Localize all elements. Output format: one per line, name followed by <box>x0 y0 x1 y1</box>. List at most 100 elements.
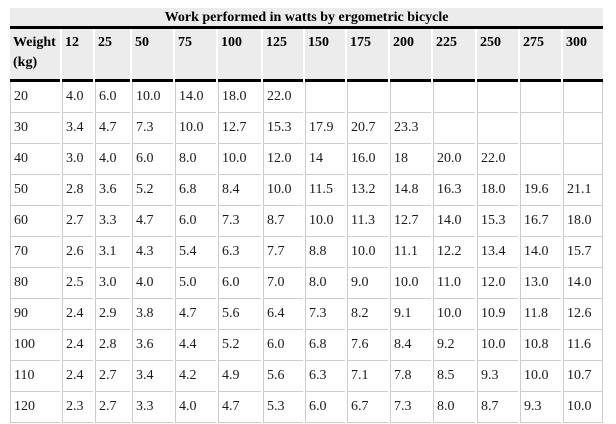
watts-value-cell: 16.7 <box>520 206 561 237</box>
watts-value-cell: 3.1 <box>95 237 130 268</box>
watts-value-cell: 14.0 <box>433 206 475 237</box>
watts-value-cell: 12.7 <box>218 113 261 144</box>
watts-value-cell: 13.2 <box>347 175 388 206</box>
weight-cell: 80 <box>10 268 60 299</box>
watts-value-cell: 5.0 <box>175 268 216 299</box>
watts-value-cell: 4.0 <box>62 82 93 113</box>
watts-value-cell: 7.3 <box>305 299 345 330</box>
watts-value-cell: 5.4 <box>175 237 216 268</box>
watts-value-cell: 18 <box>390 144 431 175</box>
watts-value-cell: 8.7 <box>263 206 303 237</box>
column-header-200-watts: 200 <box>390 29 431 82</box>
watts-value-cell: 6.0 <box>218 268 261 299</box>
watts-value-cell: 13.0 <box>520 268 561 299</box>
watts-value-cell: 10.0 <box>175 113 216 144</box>
column-header-50-watts: 50 <box>132 29 173 82</box>
watts-value-cell <box>433 82 475 113</box>
watts-value-cell: 4.0 <box>132 268 173 299</box>
watts-value-cell: 3.4 <box>62 113 93 144</box>
weight-cell: 60 <box>10 206 60 237</box>
weight-cell: 20 <box>10 82 60 113</box>
watts-value-cell <box>520 144 561 175</box>
watts-value-cell: 2.5 <box>62 268 93 299</box>
weight-cell: 110 <box>10 361 60 392</box>
watts-value-cell: 2.4 <box>62 299 93 330</box>
watts-value-cell: 2.7 <box>95 392 130 423</box>
column-header-12-watts: 12 <box>62 29 93 82</box>
watts-value-cell <box>433 113 475 144</box>
watts-value-cell <box>347 82 388 113</box>
watts-value-cell: 10.0 <box>563 392 604 423</box>
weight-cell: 100 <box>10 330 60 361</box>
watts-value-cell: 3.0 <box>62 144 93 175</box>
watts-value-cell: 11.1 <box>390 237 431 268</box>
watts-value-cell: 8.5 <box>433 361 475 392</box>
watts-value-cell: 5.6 <box>218 299 261 330</box>
watts-value-cell: 23.3 <box>390 113 431 144</box>
column-header-300-watts: 300 <box>563 29 604 82</box>
watts-value-cell: 13.4 <box>477 237 518 268</box>
watts-value-cell: 2.6 <box>62 237 93 268</box>
watts-value-cell: 7.3 <box>218 206 261 237</box>
watts-value-cell: 10.0 <box>347 237 388 268</box>
watts-value-cell <box>390 82 431 113</box>
watts-value-cell: 10.0 <box>390 268 431 299</box>
weight-cell: 90 <box>10 299 60 330</box>
watts-value-cell: 11.3 <box>347 206 388 237</box>
watts-value-cell: 6.0 <box>95 82 130 113</box>
watts-value-cell <box>477 113 518 144</box>
watts-value-cell: 4.7 <box>132 206 173 237</box>
watts-value-cell: 16.0 <box>347 144 388 175</box>
watts-value-cell: 12.0 <box>477 268 518 299</box>
watts-value-cell: 2.3 <box>62 392 93 423</box>
watts-value-cell: 4.4 <box>175 330 216 361</box>
watts-value-cell: 19.6 <box>520 175 561 206</box>
watts-value-cell: 18.0 <box>218 82 261 113</box>
watts-value-cell: 6.8 <box>175 175 216 206</box>
weight-cell: 50 <box>10 175 60 206</box>
weight-cell: 40 <box>10 144 60 175</box>
watts-value-cell <box>563 144 604 175</box>
watts-value-cell: 7.6 <box>347 330 388 361</box>
watts-value-cell: 20.0 <box>433 144 475 175</box>
watts-value-cell: 6.0 <box>263 330 303 361</box>
watts-value-cell: 22.0 <box>263 82 303 113</box>
watts-value-cell: 2.7 <box>95 361 130 392</box>
watts-value-cell: 8.0 <box>433 392 475 423</box>
watts-value-cell: 7.3 <box>390 392 431 423</box>
watts-value-cell: 6.0 <box>132 144 173 175</box>
column-header-150-watts: 150 <box>305 29 345 82</box>
watts-value-cell: 11.5 <box>305 175 345 206</box>
watts-value-cell: 9.3 <box>477 361 518 392</box>
table-row-weight-100: 100 2.4 2.8 3.6 4.4 5.2 6.0 6.8 7.6 8.4 9.2 10.0 10.… <box>10 330 604 361</box>
watts-value-cell: 2.8 <box>95 330 130 361</box>
watts-value-cell: 9.1 <box>390 299 431 330</box>
watts-value-cell: 18.0 <box>477 175 518 206</box>
watts-value-cell: 8.0 <box>305 268 345 299</box>
watts-value-cell <box>563 82 604 113</box>
table-row-weight-90: 90 2.4 2.9 3.8 4.7 5.6 6.4 7.3 8.2 9.1 10.0 10.9 11.… <box>10 299 604 330</box>
table-body: 20 4.0 6.0 10.0 14.0 18.0 22.0 30 3.4 4.7 7.3 10.0 1… <box>10 82 604 423</box>
watts-value-cell: 10.0 <box>433 299 475 330</box>
watts-value-cell: 10.7 <box>563 361 604 392</box>
watts-value-cell: 6.0 <box>305 392 345 423</box>
column-header-175-watts: 175 <box>347 29 388 82</box>
table-row-weight-80: 80 2.5 3.0 4.0 5.0 6.0 7.0 8.0 9.0 10.0 11.0 12.0 13… <box>10 268 604 299</box>
table-row-weight-70: 70 2.6 3.1 4.3 5.4 6.3 7.7 8.8 10.0 11.1 12.2 13.4 1… <box>10 237 604 268</box>
watts-value-cell: 14.0 <box>520 237 561 268</box>
watts-value-cell: 8.7 <box>477 392 518 423</box>
watts-value-cell <box>477 82 518 113</box>
watts-value-cell: 8.0 <box>175 144 216 175</box>
watts-value-cell: 4.7 <box>218 392 261 423</box>
watts-value-cell: 4.3 <box>132 237 173 268</box>
column-header-275-watts: 275 <box>520 29 561 82</box>
weight-cell: 120 <box>10 392 60 423</box>
watts-table: Work performed in watts by ergometric bi… <box>8 8 605 423</box>
watts-value-cell: 12.6 <box>563 299 604 330</box>
table-head: Work performed in watts by ergometric bi… <box>10 8 604 82</box>
weight-cell: 70 <box>10 237 60 268</box>
watts-value-cell: 12.0 <box>263 144 303 175</box>
watts-value-cell: 10.8 <box>520 330 561 361</box>
watts-value-cell: 6.3 <box>218 237 261 268</box>
